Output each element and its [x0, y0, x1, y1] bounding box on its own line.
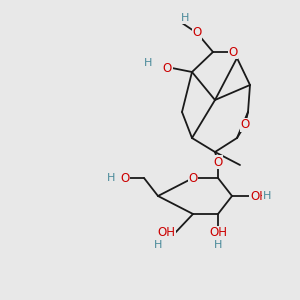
Text: O: O	[188, 172, 198, 184]
Text: O: O	[240, 118, 250, 131]
Text: O: O	[213, 155, 223, 169]
Text: H: H	[263, 191, 272, 201]
Text: H: H	[106, 173, 115, 183]
Text: O: O	[228, 46, 238, 59]
Text: OH: OH	[250, 190, 268, 202]
Text: H: H	[181, 13, 189, 23]
Text: O: O	[163, 61, 172, 74]
Text: H: H	[144, 58, 152, 68]
Text: H: H	[214, 240, 222, 250]
Text: OH: OH	[157, 226, 175, 239]
Text: O: O	[192, 26, 202, 40]
Text: OH: OH	[209, 226, 227, 239]
Text: O: O	[120, 172, 130, 184]
Text: H: H	[154, 240, 162, 250]
